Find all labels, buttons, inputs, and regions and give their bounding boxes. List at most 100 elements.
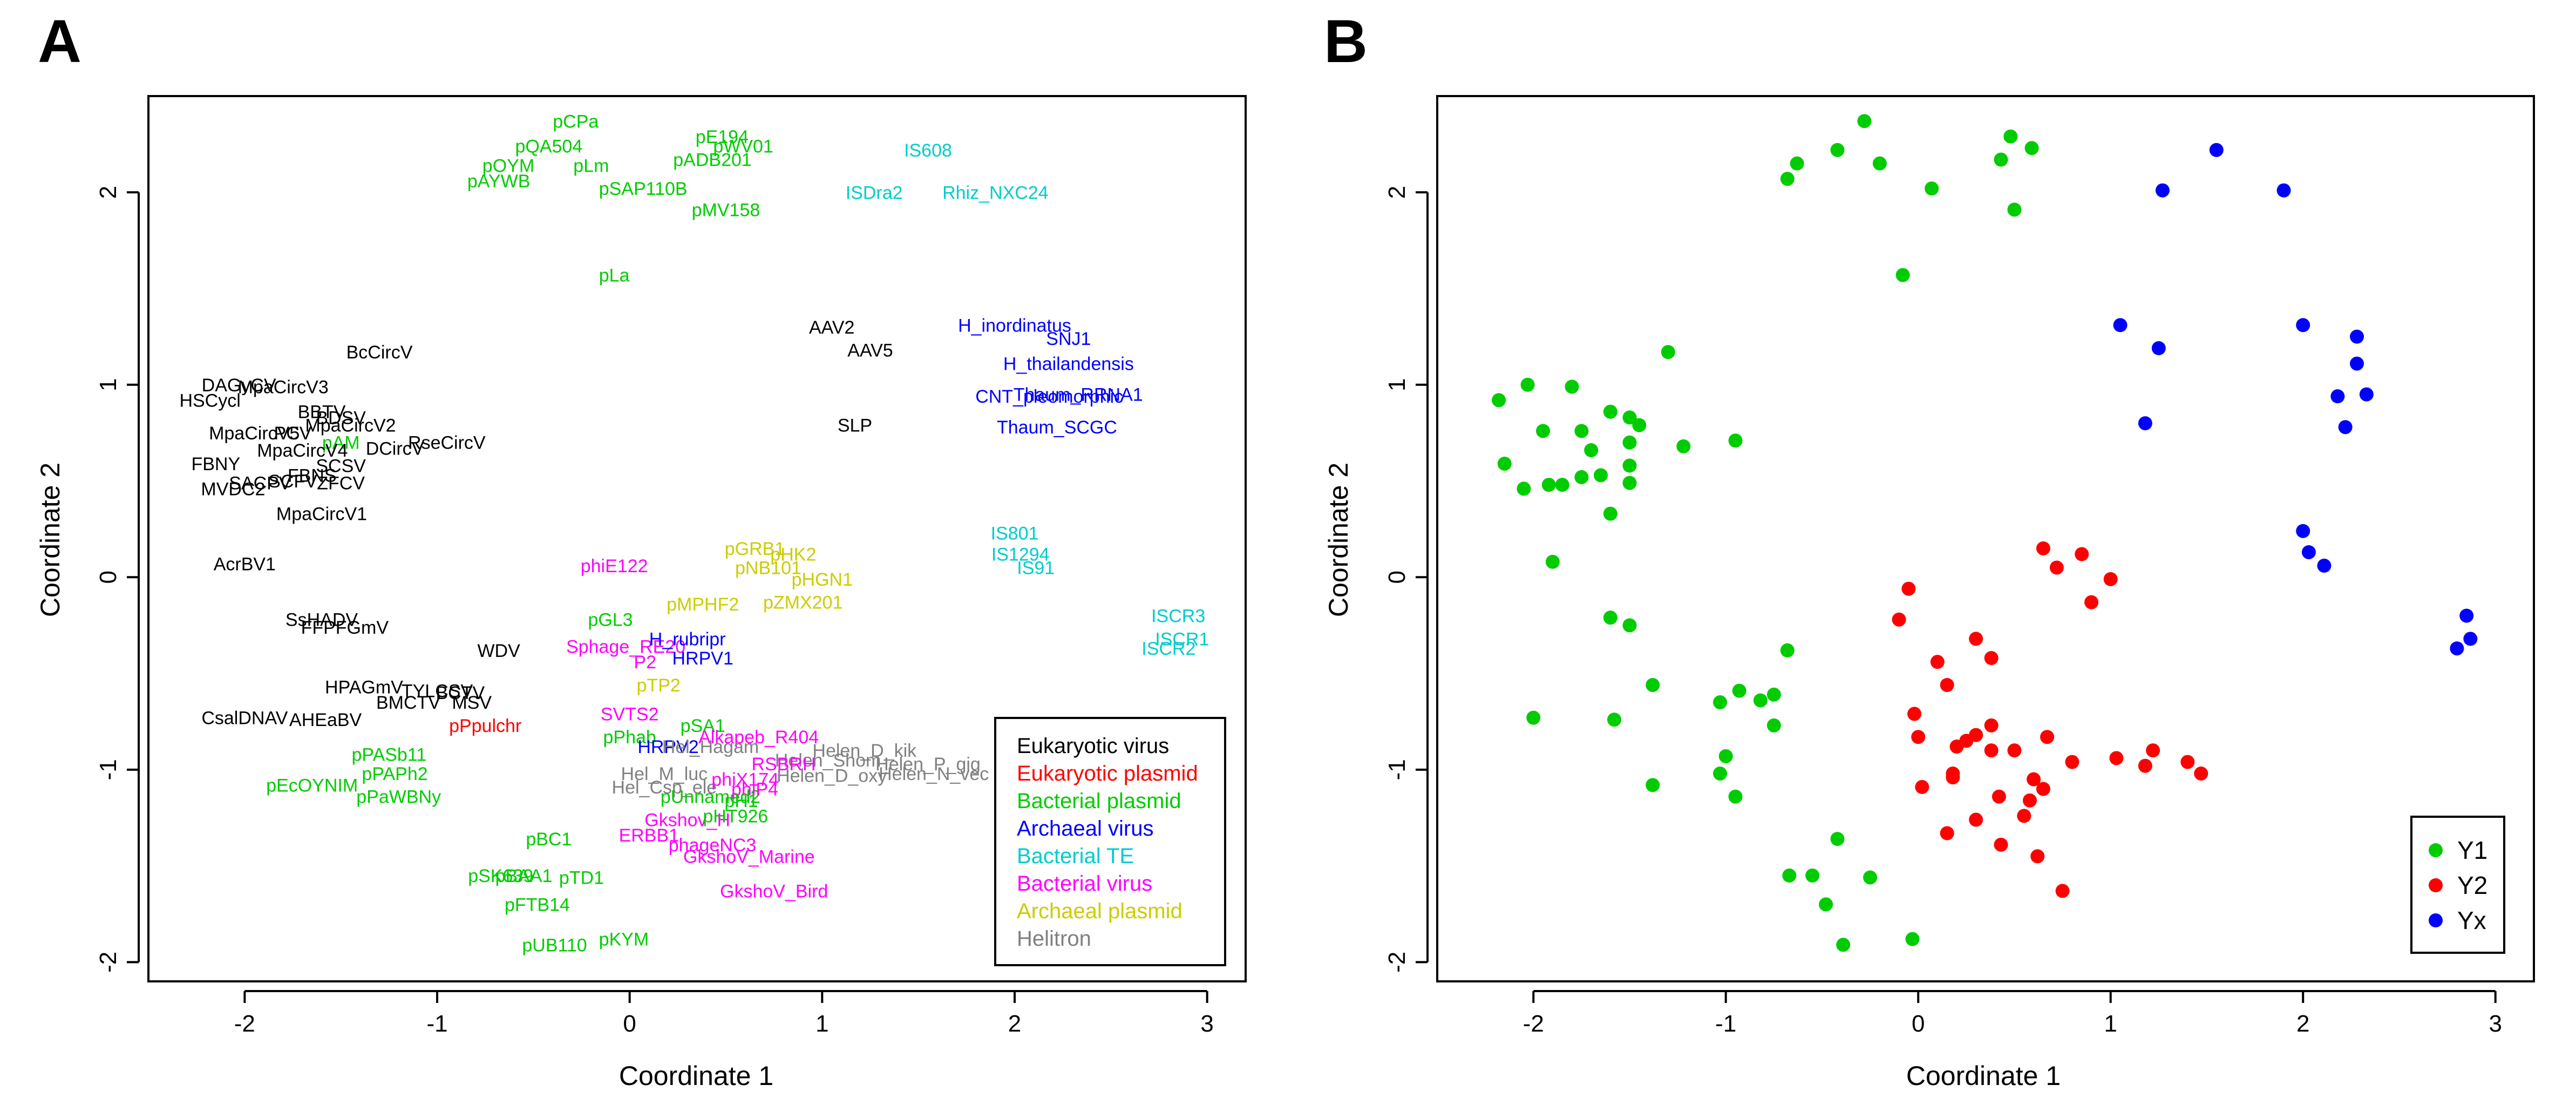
y-tick-label: -1 — [95, 759, 121, 780]
x-tick-label: 2 — [1008, 1011, 1021, 1037]
data-point-y2 — [1940, 826, 1954, 840]
data-point-yx — [2155, 183, 2170, 198]
legend-entry: Helitron — [1017, 927, 1091, 951]
data-point-y1 — [1545, 554, 1560, 569]
data-point-y2 — [2030, 849, 2045, 864]
point-label: ISCR2 — [1141, 639, 1195, 659]
data-point-yx — [2151, 341, 2166, 356]
panel-a-plot-frame — [147, 95, 1247, 982]
data-point-y1 — [1497, 456, 1512, 471]
data-point-y2 — [1911, 730, 1926, 744]
data-point-y1 — [1728, 789, 1743, 804]
point-label: pLm — [573, 155, 609, 176]
data-point-yx — [2350, 356, 2364, 371]
y-tick-label: -1 — [1384, 759, 1410, 780]
data-point-y2 — [2084, 595, 2099, 609]
legend-box — [2410, 816, 2505, 954]
point-label: pGL3 — [588, 610, 633, 630]
point-label: FFPFGmV — [301, 618, 389, 638]
panel-a-legend: Eukaryotic virus Eukaryotic plasmid Bacter… — [994, 717, 1226, 966]
point-label: pNB101 — [735, 558, 801, 578]
panel-a-axes: -2 -1 0 1 2 3 -2 -1 0 1 2 — [95, 186, 1214, 1037]
data-point-y1 — [1805, 868, 1820, 883]
point-label: Hel_M_luc — [621, 764, 708, 784]
data-point-y1 — [1766, 718, 1781, 733]
point-label: CsalDNAV — [201, 708, 288, 729]
point-label: GkshoV_Marine — [683, 846, 815, 867]
point-label: AcrBV1 — [214, 554, 276, 574]
panel-b-x-axis-label: Coordinate 1 — [1906, 1061, 2061, 1091]
point-label: DCircV — [366, 438, 424, 459]
panel-b-axes: -2 -1 0 1 2 3 -2 -1 0 1 2 — [1384, 186, 2502, 1037]
panel-b-y-axis-label: Coordinate 2 — [1323, 463, 1354, 617]
data-point-y1 — [1646, 778, 1660, 792]
point-label: Helen_D_kik — [812, 741, 917, 761]
point-label: BBTV — [298, 402, 346, 423]
data-point-y2 — [2138, 758, 2152, 773]
data-point-y2 — [1992, 789, 2006, 804]
data-point-y1 — [1622, 435, 1637, 450]
data-point-y2 — [1901, 581, 1916, 596]
point-label: Helen_Shom — [775, 750, 881, 771]
point-label: Sphage_RE20 — [566, 637, 685, 657]
y-tick-label: 1 — [95, 378, 121, 391]
data-point-y1 — [1819, 897, 1833, 912]
data-point-y2 — [1994, 837, 2008, 852]
data-point-y1 — [1526, 710, 1541, 725]
point-label: pKYM — [599, 930, 649, 950]
point-label: MpaCircV3 — [238, 377, 329, 397]
data-point-y1 — [1622, 476, 1637, 490]
data-point-y1 — [1728, 433, 1743, 448]
data-point-y2 — [1946, 770, 1960, 785]
legend-entry: Bacterial plasmid — [1017, 789, 1181, 813]
data-point-y1 — [1863, 870, 1878, 885]
data-point-y2 — [2146, 743, 2160, 758]
data-point-y2 — [2017, 809, 2031, 823]
data-point-yx — [2113, 318, 2128, 333]
data-point-yx — [2276, 183, 2291, 198]
point-label: MpaCircV1 — [276, 504, 367, 525]
data-point-y2 — [2036, 782, 2050, 796]
data-point-yx — [2138, 416, 2152, 431]
data-point-yx — [2296, 524, 2310, 538]
point-label: PCV — [274, 423, 312, 444]
point-label: SCSV — [316, 456, 366, 477]
data-point-yx — [2459, 608, 2474, 623]
point-label: FBNY — [191, 454, 240, 474]
data-point-y1 — [1780, 643, 1795, 657]
data-point-y1 — [1836, 938, 1851, 952]
legend-entry: Eukaryotic plasmid — [1017, 762, 1198, 785]
point-label: RseCircV — [408, 433, 486, 453]
point-label: AAV5 — [847, 341, 893, 361]
point-label: SsHADV — [286, 610, 358, 630]
point-label: pPASb11 — [352, 744, 427, 765]
x-tick-label: 1 — [815, 1011, 828, 1037]
point-label: GkshoV_Bird — [720, 881, 828, 901]
legend-marker — [2429, 878, 2443, 892]
data-point-y1 — [1541, 478, 1556, 492]
data-point-y1 — [2024, 141, 2039, 155]
legend-entry: Y1 — [2457, 836, 2487, 864]
x-tick-label: 1 — [2104, 1011, 2117, 1037]
point-label: pE194 — [696, 127, 749, 147]
data-point-y1 — [1517, 482, 1531, 496]
data-point-y1 — [1713, 695, 1728, 710]
point-label: SNJ1 — [1046, 329, 1091, 349]
point-label: pH1 — [724, 791, 758, 811]
point-label: MpaCircV2 — [305, 416, 396, 436]
point-label: HSCycl — [179, 390, 240, 411]
data-point-y1 — [1603, 404, 1617, 419]
data-point-y2 — [2027, 772, 2041, 786]
point-label: pBAA1 — [495, 866, 553, 886]
data-point-y2 — [2065, 755, 2079, 769]
data-point-y1 — [1520, 377, 1535, 392]
panel-a-x-axis-label: Coordinate 1 — [619, 1061, 773, 1091]
y-tick-label: 2 — [1384, 186, 1410, 199]
data-point-y2 — [1915, 779, 1929, 794]
point-label: pEcOYNIM — [266, 775, 358, 796]
point-label: ERBB1 — [619, 825, 679, 846]
data-point-y1 — [1925, 181, 1939, 196]
y-tick-label: 1 — [1384, 378, 1410, 391]
data-point-y1 — [1622, 410, 1637, 425]
